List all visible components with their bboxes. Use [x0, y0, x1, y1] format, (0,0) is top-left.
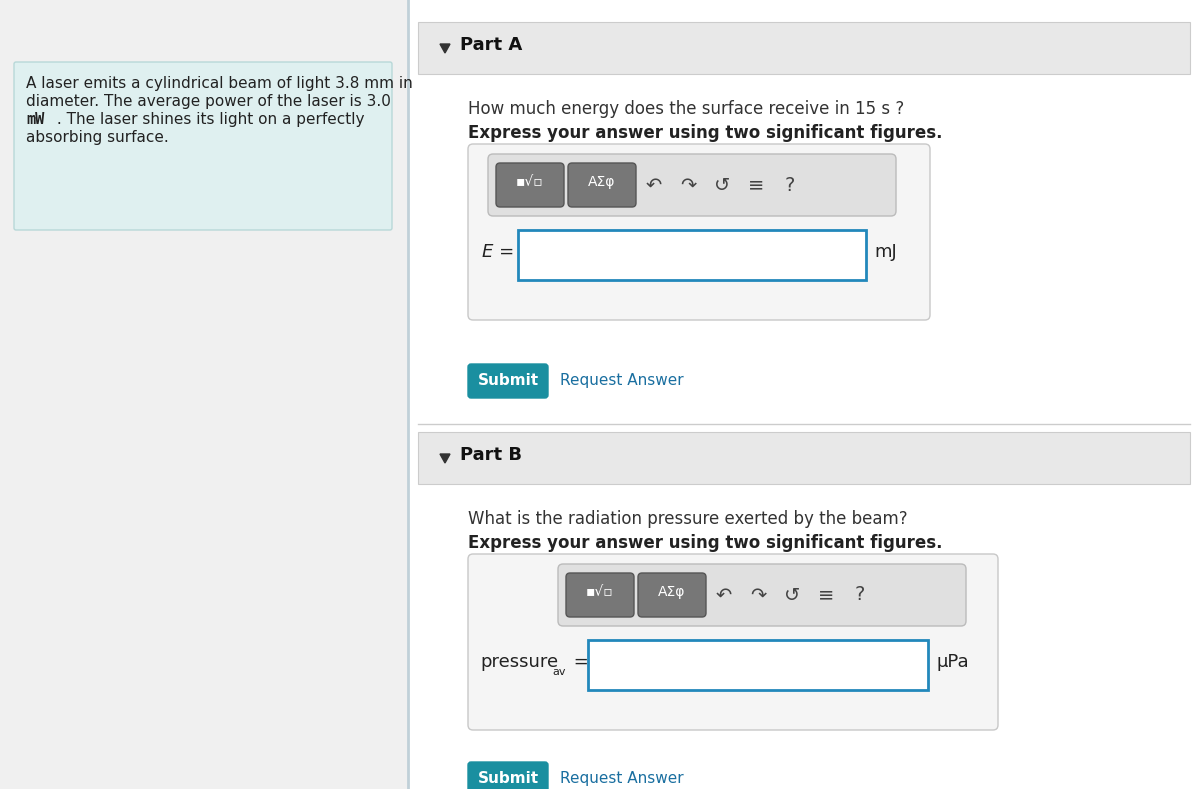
Text: absorbing surface.: absorbing surface. [26, 130, 169, 145]
Text: What is the radiation pressure exerted by the beam?: What is the radiation pressure exerted b… [468, 510, 907, 528]
Text: ?: ? [785, 175, 796, 195]
Text: ↶: ↶ [646, 175, 662, 195]
Text: mW: mW [26, 112, 44, 127]
FancyBboxPatch shape [566, 573, 634, 617]
FancyBboxPatch shape [468, 554, 998, 730]
Text: Request Answer: Request Answer [560, 771, 684, 786]
Text: ΑΣφ: ΑΣφ [588, 175, 616, 189]
Bar [418, 484, 1190, 789]
Text: Express your answer using two significant figures.: Express your answer using two significan… [468, 124, 942, 142]
FancyBboxPatch shape [638, 573, 706, 617]
Text: E =: E = [482, 243, 515, 261]
Text: A laser emits a cylindrical beam of light 3.8 mm in: A laser emits a cylindrical beam of ligh… [26, 76, 413, 91]
Text: ΑΣφ: ΑΣφ [659, 585, 685, 599]
Text: diameter. The average power of the laser is 3.0: diameter. The average power of the laser… [26, 94, 391, 109]
FancyBboxPatch shape [468, 762, 548, 789]
Text: ↶: ↶ [716, 585, 732, 604]
Bar [408, 0, 1200, 789]
Text: Submit: Submit [478, 771, 539, 786]
Text: ≡: ≡ [748, 175, 764, 195]
Bar [588, 640, 928, 690]
Text: =: = [568, 653, 589, 671]
Text: Part A: Part A [460, 36, 522, 54]
FancyBboxPatch shape [468, 364, 548, 398]
Text: ▪√▫: ▪√▫ [586, 585, 614, 599]
Bar [518, 230, 866, 280]
Bar [418, 74, 1190, 416]
FancyBboxPatch shape [468, 144, 930, 320]
Text: ≡: ≡ [818, 585, 834, 604]
Text: . The laser shines its light on a perfectly: . The laser shines its light on a perfec… [52, 112, 365, 127]
Text: mJ: mJ [874, 243, 896, 261]
Text: Express your answer using two significant figures.: Express your answer using two significan… [468, 534, 942, 552]
FancyBboxPatch shape [488, 154, 896, 216]
Text: av: av [552, 667, 565, 677]
Text: μPa: μPa [936, 653, 968, 671]
Text: ▪√▫: ▪√▫ [516, 175, 544, 189]
FancyBboxPatch shape [568, 163, 636, 207]
FancyBboxPatch shape [558, 564, 966, 626]
Text: How much energy does the surface receive in 15 s ?: How much energy does the surface receive… [468, 100, 905, 118]
Text: pressure: pressure [480, 653, 558, 671]
Text: ?: ? [854, 585, 865, 604]
Polygon shape [440, 44, 450, 53]
Text: Part B: Part B [460, 446, 522, 464]
Text: ↺: ↺ [784, 585, 800, 604]
Text: ↷: ↷ [680, 175, 696, 195]
Text: Submit: Submit [478, 373, 539, 388]
Text: ↷: ↷ [750, 585, 766, 604]
FancyBboxPatch shape [14, 62, 392, 230]
Polygon shape [440, 454, 450, 463]
Bar [418, 22, 1190, 74]
Text: ↺: ↺ [714, 175, 730, 195]
Text: Request Answer: Request Answer [560, 373, 684, 388]
FancyBboxPatch shape [496, 163, 564, 207]
Bar [418, 432, 1190, 484]
